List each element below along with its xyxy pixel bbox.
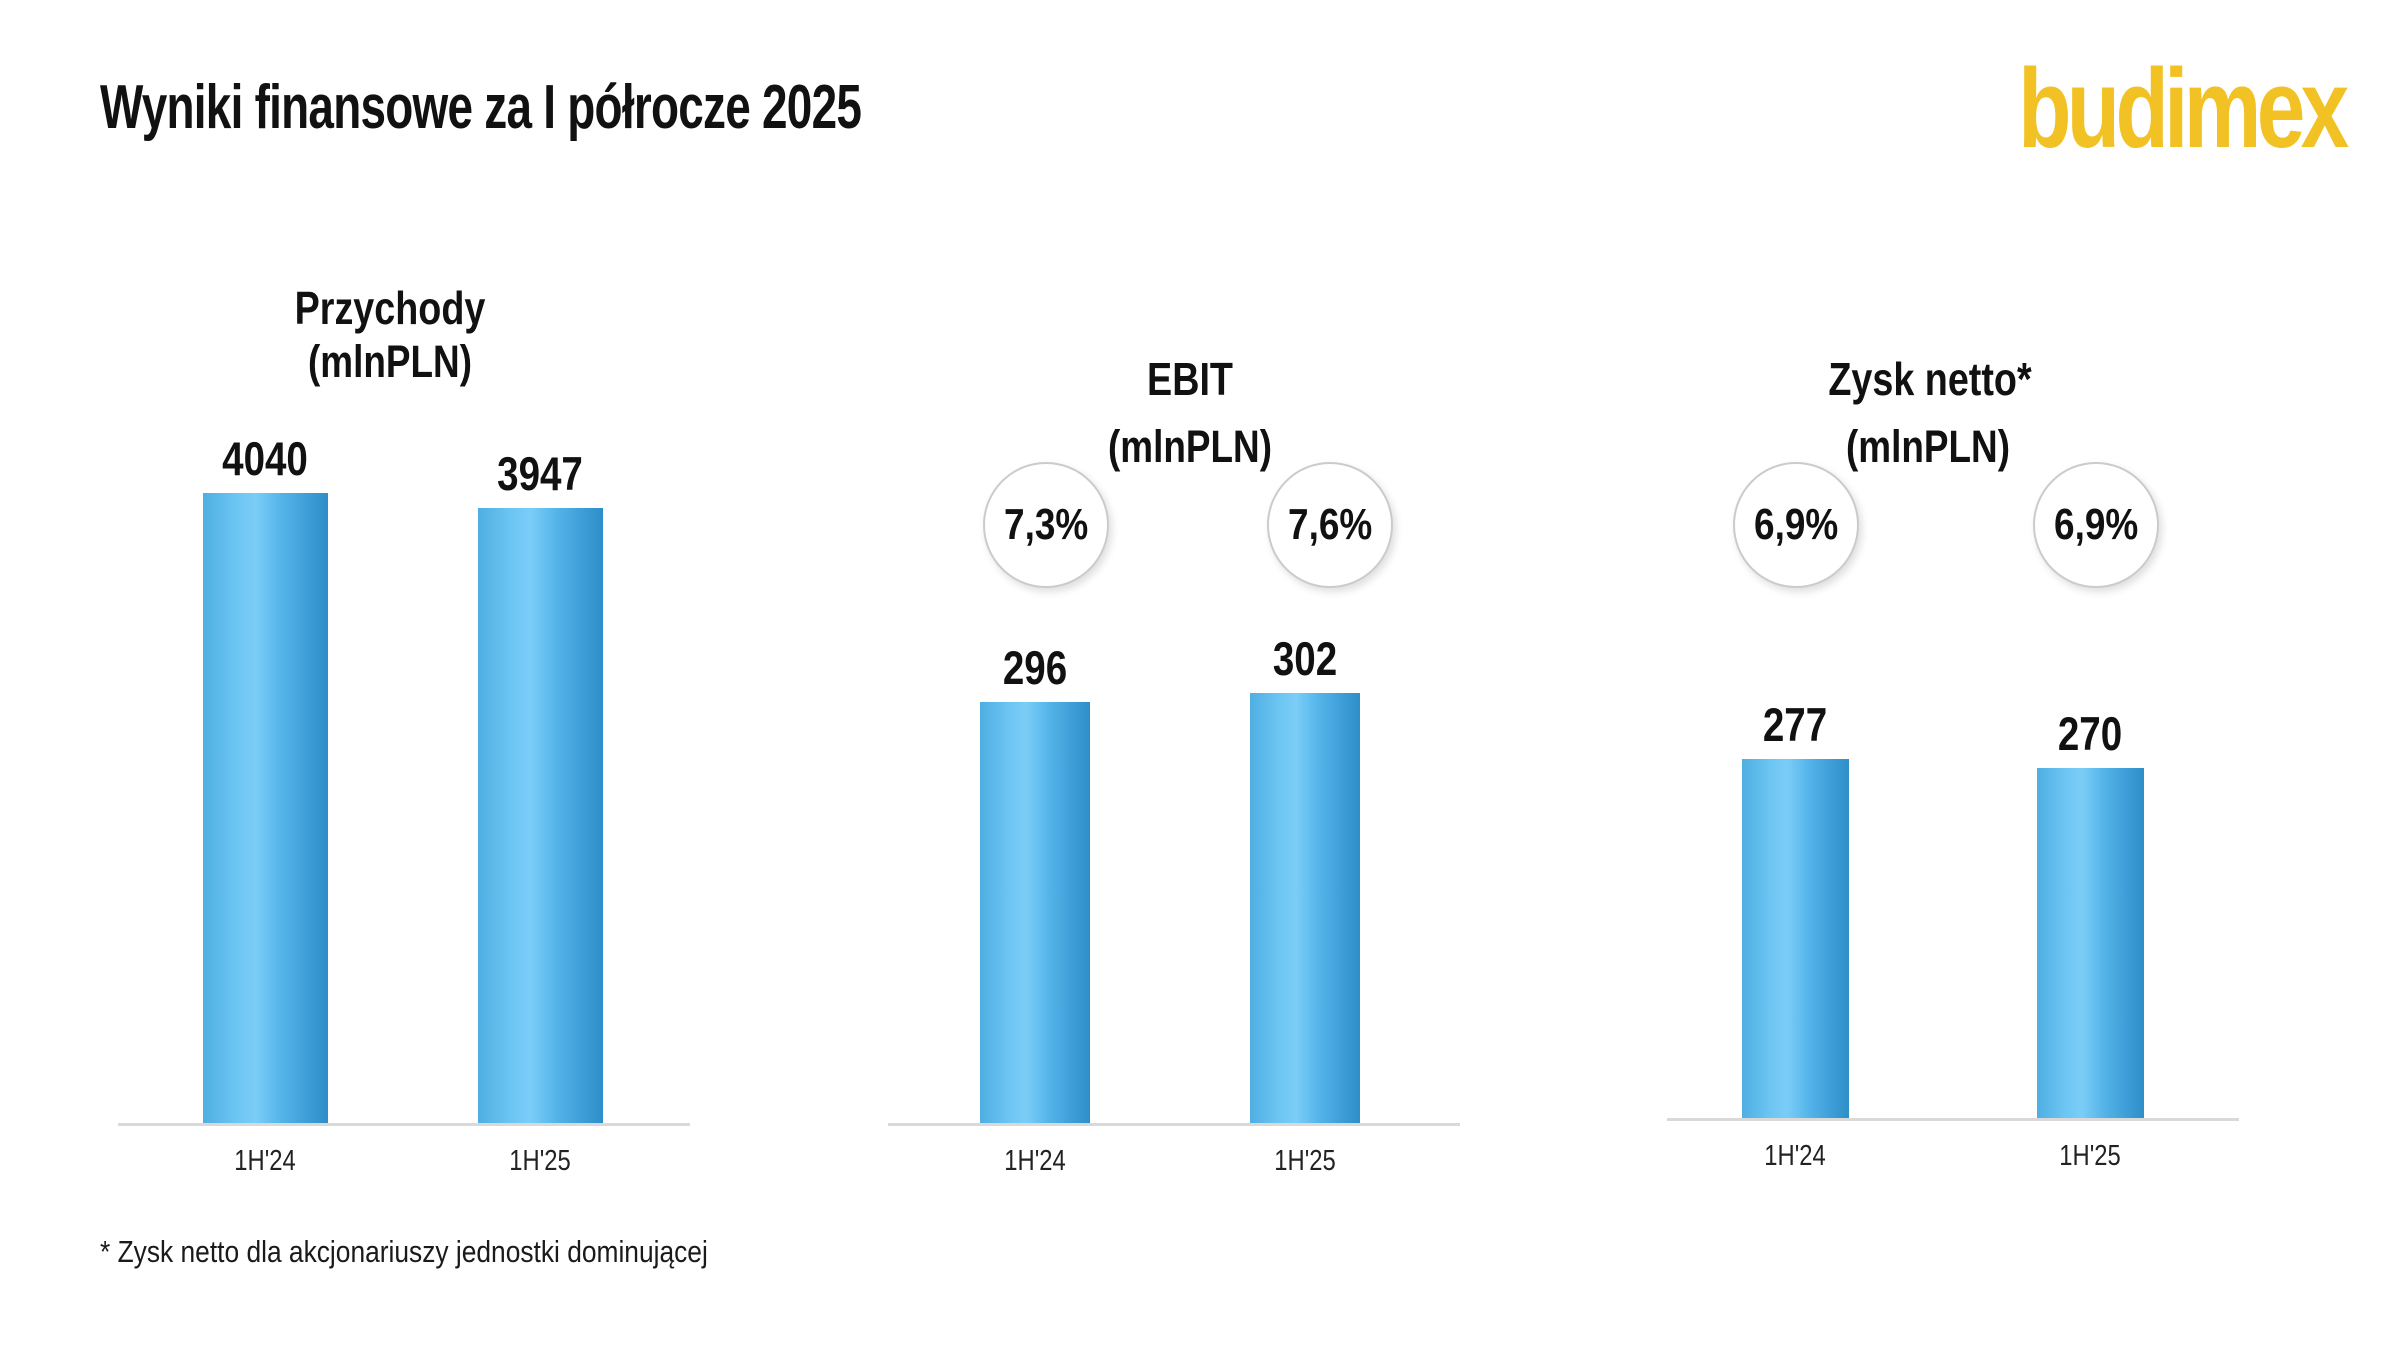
bar-value-label: 270 xyxy=(2057,707,2123,760)
category-label: 1H'24 xyxy=(1764,1140,1826,1172)
chart-title: Przychody xyxy=(294,282,486,334)
budimex-logo: budimex xyxy=(2018,46,2350,171)
bar-value-label: 3947 xyxy=(497,447,583,500)
bar-value-label: 296 xyxy=(1002,641,1068,694)
bar-value-label: 4040 xyxy=(222,432,308,485)
margin-circle: 7,3% xyxy=(983,462,1109,588)
bar xyxy=(1250,693,1360,1123)
chart-title: Zysk netto* xyxy=(1828,353,2032,405)
chart-subtitle: (mlnPLN) xyxy=(1108,421,1272,472)
margin-value: 6,9% xyxy=(2053,500,2139,549)
margin-value: 7,3% xyxy=(1003,500,1089,549)
bar xyxy=(980,702,1090,1123)
bar xyxy=(477,508,603,1123)
footnote: * Zysk netto dla akcjonariuszy jednostki… xyxy=(100,1234,708,1269)
chart-subtitle: (mlnPLN) xyxy=(1846,421,2010,472)
chart-subtitle: (mlnPLN) xyxy=(308,336,472,387)
page-title: Wyniki finansowe za I półrocze 2025 xyxy=(100,73,862,142)
bar xyxy=(202,493,328,1123)
bar xyxy=(2036,768,2144,1118)
bar-value-label: 277 xyxy=(1762,698,1828,751)
axis-line xyxy=(1667,1118,2239,1121)
margin-value: 7,6% xyxy=(1287,500,1373,549)
margin-value: 6,9% xyxy=(1753,500,1839,549)
axis-line xyxy=(888,1123,1460,1126)
bar xyxy=(1741,759,1849,1118)
margin-circle: 6,9% xyxy=(1733,462,1859,588)
category-label: 1H'24 xyxy=(1004,1145,1066,1177)
bar-value-label: 302 xyxy=(1272,632,1338,685)
chart-title: EBIT xyxy=(1147,353,1233,405)
category-label: 1H'24 xyxy=(234,1145,296,1177)
category-label: 1H'25 xyxy=(1274,1145,1336,1177)
category-label: 1H'25 xyxy=(2059,1140,2121,1172)
axis-line xyxy=(118,1123,690,1126)
margin-circle: 7,6% xyxy=(1267,462,1393,588)
margin-circle: 6,9% xyxy=(2033,462,2159,588)
category-label: 1H'25 xyxy=(509,1145,571,1177)
